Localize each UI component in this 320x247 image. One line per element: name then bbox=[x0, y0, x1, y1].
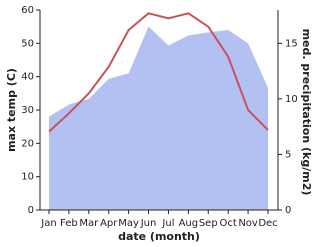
y-tick-label: 10 bbox=[21, 172, 34, 183]
y-tick-label: 30 bbox=[21, 105, 34, 116]
x-tick-label: Oct bbox=[220, 218, 237, 229]
x-tick-label: Jun bbox=[140, 218, 157, 229]
x-tick-label: Nov bbox=[238, 218, 258, 229]
x-tick-label: May bbox=[118, 218, 139, 229]
y2-tick-label: 15 bbox=[285, 38, 298, 49]
temp-line bbox=[48, 12, 269, 133]
x-tick-label: Mar bbox=[79, 218, 99, 229]
y-axis-title: max temp (C) bbox=[5, 68, 18, 152]
y-tick-label: 20 bbox=[21, 138, 34, 149]
x-tick-label: Sep bbox=[199, 218, 218, 229]
y2-tick-label: 10 bbox=[285, 94, 298, 105]
y-tick-label: 40 bbox=[21, 72, 34, 83]
y-tick-label: 60 bbox=[21, 5, 34, 16]
y-tick-label: 50 bbox=[21, 38, 34, 49]
x-tick-label: Jan bbox=[40, 218, 56, 229]
x-tick-label: Apr bbox=[100, 218, 118, 229]
x-tick-label: Aug bbox=[179, 218, 199, 229]
y-tick-label: 0 bbox=[28, 205, 34, 216]
y2-axis-title: med. precipitation (kg/m2) bbox=[300, 29, 313, 196]
x-tick-label: Dec bbox=[258, 218, 277, 229]
y2-tick-label: 5 bbox=[285, 149, 291, 160]
x-tick-label: Feb bbox=[60, 218, 78, 229]
y2-tick-label: 0 bbox=[285, 205, 291, 216]
x-axis-title: date (month) bbox=[118, 230, 200, 243]
x-tick-label: Jul bbox=[161, 218, 174, 229]
precipitation-area bbox=[49, 26, 268, 210]
